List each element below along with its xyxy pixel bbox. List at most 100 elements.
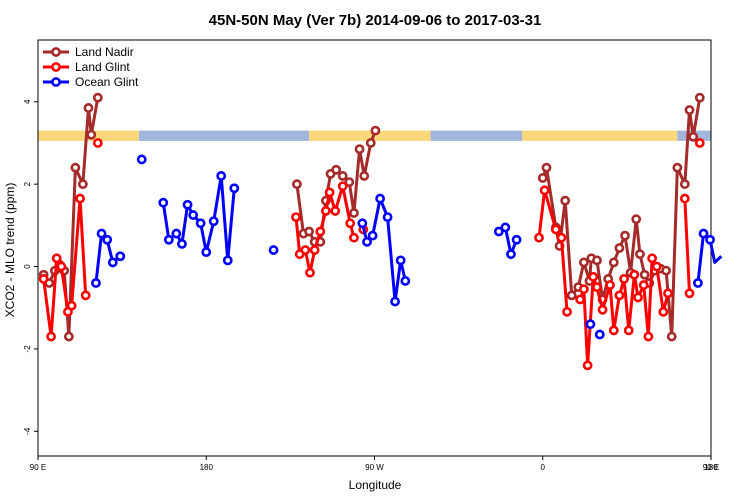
legend-label-2: Ocean Glint — [75, 75, 139, 89]
data-point — [382, 212, 393, 223]
series-line-0-2 — [541, 97, 702, 339]
data-point — [592, 255, 602, 266]
data-point — [647, 253, 658, 264]
x-tick-label-2: 90 W — [365, 463, 384, 472]
data-point — [651, 261, 662, 272]
legend-marker-0 — [51, 47, 61, 57]
data-point — [367, 230, 378, 241]
data-point — [592, 282, 602, 293]
data-point — [537, 173, 548, 183]
data-point — [344, 177, 355, 187]
data-point — [400, 276, 411, 286]
data-point — [663, 288, 673, 299]
data-point — [562, 306, 572, 317]
x-axis-title: Longitude — [349, 478, 402, 492]
data-point — [539, 185, 550, 196]
data-point — [694, 92, 705, 103]
data-point — [83, 103, 94, 113]
data-point — [643, 331, 654, 342]
data-point — [395, 255, 406, 266]
data-point — [305, 267, 315, 278]
data-point — [70, 162, 81, 173]
data-point — [330, 206, 341, 216]
data-point — [96, 228, 107, 239]
data-point — [594, 329, 605, 340]
data-point — [566, 290, 577, 301]
data-point — [171, 228, 182, 239]
y-tick-label-1: -2 — [23, 345, 32, 353]
x-tick-label-3: 0 — [541, 463, 546, 472]
y-axis-title: XCO2 - MLO trend (ppm) — [3, 183, 17, 318]
series-line-1-6 — [683, 198, 691, 294]
chart-title: 45N-50N May (Ver 7b) 2014-09-06 to 2017-… — [209, 12, 542, 29]
data-point — [679, 193, 690, 204]
data-point — [309, 245, 320, 255]
data-point — [575, 294, 586, 305]
data-point — [608, 257, 619, 268]
data-point — [500, 222, 511, 233]
y-axis-ticks: -4 -2 0 2 4 — [23, 99, 38, 435]
data-point — [684, 105, 695, 115]
data-point — [359, 171, 370, 181]
data-point — [608, 325, 619, 336]
data-point — [349, 208, 359, 218]
y-tick-label-2: 0 — [23, 264, 32, 269]
series-line-1-0 — [42, 197, 88, 339]
data-point — [315, 226, 326, 237]
data-point — [337, 181, 348, 192]
data-point — [694, 138, 705, 148]
data-point — [337, 171, 348, 181]
y-tick-label-0: -4 — [23, 427, 32, 435]
y-tick-label-4: 4 — [23, 99, 32, 104]
data-point — [345, 218, 356, 229]
band-land-2 — [309, 130, 431, 141]
data-point — [362, 236, 372, 247]
data-point — [182, 199, 193, 210]
data-point — [216, 171, 227, 181]
data-point — [208, 216, 219, 227]
series-line-2-2 — [161, 174, 236, 262]
x-tick-label-1: 180 — [200, 463, 214, 472]
data-point — [177, 238, 187, 249]
data-point — [588, 271, 599, 282]
data-point — [38, 273, 49, 284]
data-point — [222, 255, 233, 266]
data-point — [188, 210, 199, 220]
data-point — [63, 331, 74, 342]
data-point — [698, 228, 709, 239]
data-point — [597, 304, 608, 315]
legend-label-1: Land Glint — [75, 60, 130, 74]
data-point — [115, 251, 126, 262]
plot-frame — [37, 39, 712, 457]
data-point — [658, 306, 669, 317]
data-point — [506, 249, 516, 260]
series-ocean-glint — [91, 154, 723, 340]
data-point — [66, 300, 77, 311]
data-point — [688, 131, 699, 142]
data-point — [56, 261, 67, 272]
data-point — [666, 331, 677, 342]
data-point — [629, 269, 640, 280]
data-point — [633, 292, 643, 303]
data-point — [493, 226, 504, 237]
data-point — [357, 218, 368, 229]
data-point — [75, 193, 85, 204]
data-point — [80, 290, 91, 301]
data-point — [541, 162, 552, 173]
data-point — [324, 187, 335, 198]
data-point — [92, 138, 103, 148]
data-point — [585, 319, 596, 330]
data-point — [304, 226, 314, 237]
legend-label-0: Land Nadir — [75, 45, 134, 59]
data-point — [582, 360, 593, 371]
data-point — [375, 193, 386, 204]
data-point — [51, 253, 62, 264]
data-point — [365, 138, 376, 148]
data-point — [349, 232, 359, 243]
x-tick-label-4: 90 E — [703, 463, 719, 472]
data-point — [268, 245, 279, 255]
band-ocean-3 — [430, 130, 523, 141]
data-point — [331, 164, 342, 175]
